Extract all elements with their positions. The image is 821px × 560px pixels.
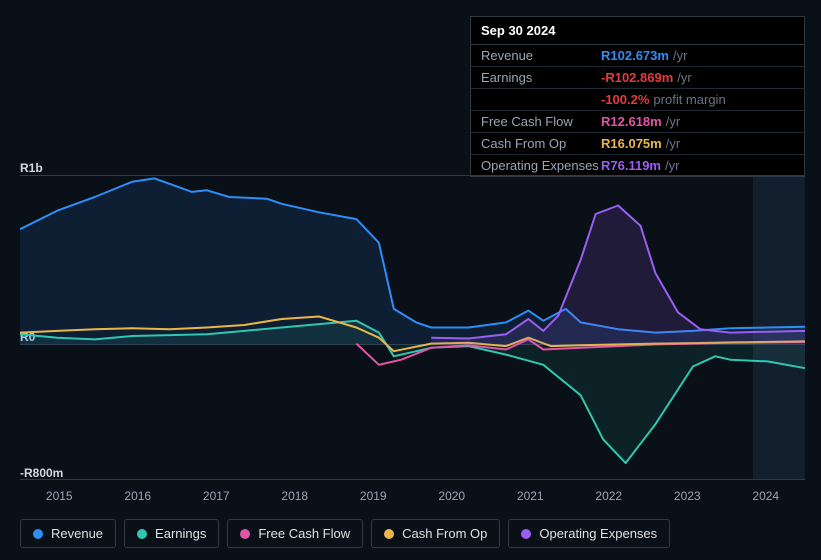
legend-dot-icon [384,529,394,539]
x-axis-label: 2023 [674,489,701,503]
financials-line-chart: R1bR0-R800m 2015201620172018201920202021… [0,155,821,515]
tooltip-row: Earnings-R102.869m/yr [471,67,804,89]
tooltip-row: Cash From OpR16.075m/yr [471,133,804,155]
tooltip-row: RevenueR102.673m/yr [471,45,804,67]
legend-label: Revenue [51,526,103,541]
x-axis-label: 2020 [438,489,465,503]
x-axis-label: 2017 [203,489,230,503]
plot-area [20,175,805,480]
x-axis-label: 2016 [124,489,151,503]
tooltip-metric-value: R12.618m/yr [601,114,680,129]
legend-item[interactable]: Cash From Op [371,519,500,548]
tooltip-metric-value: R16.075m/yr [601,136,680,151]
tooltip-row: Free Cash FlowR12.618m/yr [471,111,804,133]
legend-item[interactable]: Operating Expenses [508,519,670,548]
x-axis-label: 2024 [752,489,779,503]
tooltip-metric-value: -100.2%profit margin [601,92,726,107]
legend-label: Operating Expenses [539,526,657,541]
x-axis-label: 2015 [46,489,73,503]
tooltip-metric-label [481,92,601,107]
tooltip-metric-label: Free Cash Flow [481,114,601,129]
y-axis-label: R1b [20,161,43,175]
tooltip-date: Sep 30 2024 [471,17,804,45]
series-fill [431,206,805,345]
legend-label: Cash From Op [402,526,487,541]
tooltip-metric-value: -R102.869m/yr [601,70,692,85]
hover-tooltip: Sep 30 2024 RevenueR102.673m/yrEarnings-… [470,16,805,177]
legend-item[interactable]: Revenue [20,519,116,548]
legend-label: Earnings [155,526,206,541]
x-axis-label: 2022 [595,489,622,503]
tooltip-metric-label: Cash From Op [481,136,601,151]
legend-item[interactable]: Earnings [124,519,219,548]
legend-label: Free Cash Flow [258,526,350,541]
tooltip-row: -100.2%profit margin [471,89,804,111]
legend-dot-icon [137,529,147,539]
legend-dot-icon [33,529,43,539]
legend-item[interactable]: Free Cash Flow [227,519,363,548]
x-axis-label: 2018 [281,489,308,503]
tooltip-metric-label: Earnings [481,70,601,85]
legend-dot-icon [240,529,250,539]
chart-svg [20,175,805,480]
tooltip-metric-label: Revenue [481,48,601,63]
x-axis-label: 2019 [360,489,387,503]
x-axis-label: 2021 [517,489,544,503]
tooltip-metric-value: R102.673m/yr [601,48,687,63]
x-axis-labels: 2015 2016 2017 2018 2019 2020 2021 2022 2023 2024 [20,489,805,503]
legend-dot-icon [521,529,531,539]
chart-legend: Revenue Earnings Free Cash Flow Cash From O… [20,519,670,548]
